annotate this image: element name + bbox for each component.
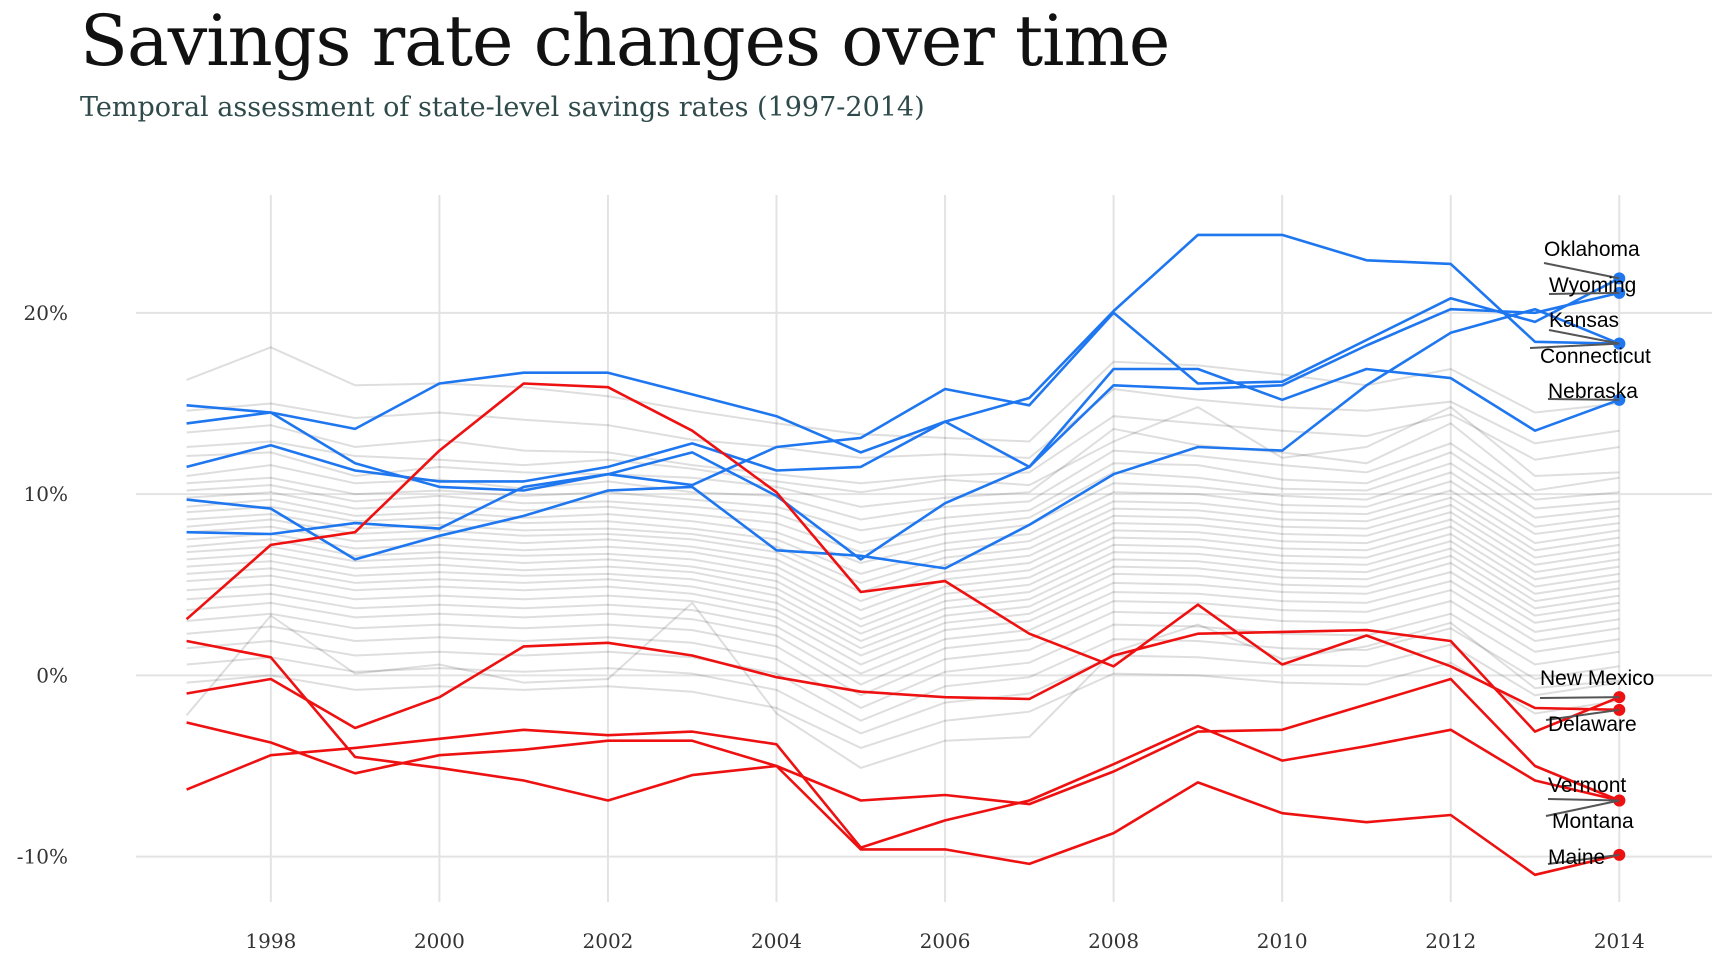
series-line-background <box>186 589 1620 686</box>
x-tick-label: 2000 <box>414 929 465 953</box>
chart-title: Savings rate changes over time <box>80 0 1170 82</box>
series-line-background <box>186 561 1620 657</box>
series-line-delaware <box>185 382 1620 712</box>
series-line-background <box>186 554 1620 650</box>
series-line-background <box>186 422 1620 508</box>
label-leader-wyoming <box>1548 291 1620 295</box>
label-leader-montana <box>1545 799 1620 817</box>
x-tick-label: 2012 <box>1425 929 1476 953</box>
label-leader-vermont <box>1547 798 1620 802</box>
label-new-mexico: New Mexico <box>1540 667 1654 690</box>
series-line-background <box>186 580 1620 675</box>
series-line-vermont <box>186 724 1620 849</box>
series-line-background <box>186 518 1620 612</box>
label-leader-connecticut <box>1529 342 1620 349</box>
x-tick-label: 1998 <box>245 929 296 953</box>
x-tick-label: 2014 <box>1594 929 1645 953</box>
background-series <box>185 346 1620 769</box>
gridlines <box>136 195 1712 902</box>
series-line-background <box>186 540 1620 635</box>
label-leader-delaware <box>1545 708 1620 721</box>
label-leader-nebraska <box>1547 398 1620 401</box>
label-leader-maine <box>1547 853 1620 865</box>
label-connecticut: Connecticut <box>1540 345 1651 368</box>
label-oklahoma: Oklahoma <box>1544 238 1640 261</box>
series-line-background <box>185 601 1620 769</box>
label-delaware: Delaware <box>1548 713 1637 736</box>
series-line-background <box>186 442 1620 521</box>
chart-subtitle: Temporal assessment of state-level savin… <box>80 92 925 123</box>
x-tick-label: 2008 <box>1088 929 1139 953</box>
series-line-nebraska <box>186 367 1620 483</box>
series-line-background <box>186 571 1620 666</box>
series-line-background <box>186 405 1620 494</box>
series-line-connecticut <box>186 233 1620 454</box>
series-line-background <box>186 451 1620 532</box>
series-line-background <box>186 471 1620 554</box>
axis-ticks: -10% 0% 10% 20% 1998 2000 2002 2004 2006 2008 2010… <box>17 301 1645 953</box>
label-vermont: Vermont <box>1548 774 1626 797</box>
series-line-background <box>186 661 1620 749</box>
y-tick-label: -10% <box>17 845 68 869</box>
series-line-oklahoma <box>186 277 1620 536</box>
series-line-background <box>186 413 1620 485</box>
y-tick-label: 10% <box>24 482 68 506</box>
series-line-background <box>186 387 1620 459</box>
label-kansas: Kansas <box>1549 309 1619 332</box>
highlighted-series <box>185 233 1626 877</box>
series-line-background <box>186 532 1620 628</box>
series-line-background <box>186 600 1620 697</box>
label-leader-kansas <box>1548 329 1620 345</box>
series-line-background <box>186 462 1620 545</box>
y-tick-label: 0% <box>36 663 68 687</box>
label-montana: Montana <box>1552 810 1634 833</box>
label-leader-oklahoma <box>1543 262 1620 280</box>
series-line-new-mexico <box>186 628 1620 733</box>
label-nebraska: Nebraska <box>1548 380 1638 403</box>
series-labels: Oklahoma Wyoming Kansas Connecticut Nebraska… <box>1529 238 1654 869</box>
series-line-background <box>186 480 1620 565</box>
series-line-montana <box>186 639 1620 806</box>
series-line-maine <box>186 721 1620 877</box>
label-leader-new-mexico <box>1539 696 1620 699</box>
series-line-background <box>186 643 1620 735</box>
series-line-background <box>186 525 1620 621</box>
x-tick-label: 2004 <box>751 929 802 953</box>
series-line-kansas <box>186 307 1620 570</box>
series-line-wyoming <box>186 291 1620 561</box>
x-tick-label: 2006 <box>920 929 971 953</box>
series-line-background <box>186 627 1620 722</box>
x-tick-label: 2002 <box>583 929 634 953</box>
y-tick-label: 20% <box>24 301 68 325</box>
x-tick-label: 2010 <box>1257 929 1308 953</box>
label-maine: Maine <box>1548 846 1605 869</box>
label-wyoming: Wyoming <box>1549 274 1636 297</box>
series-line-background <box>186 547 1620 643</box>
series-line-background <box>186 496 1620 584</box>
series-line-background <box>186 503 1620 594</box>
